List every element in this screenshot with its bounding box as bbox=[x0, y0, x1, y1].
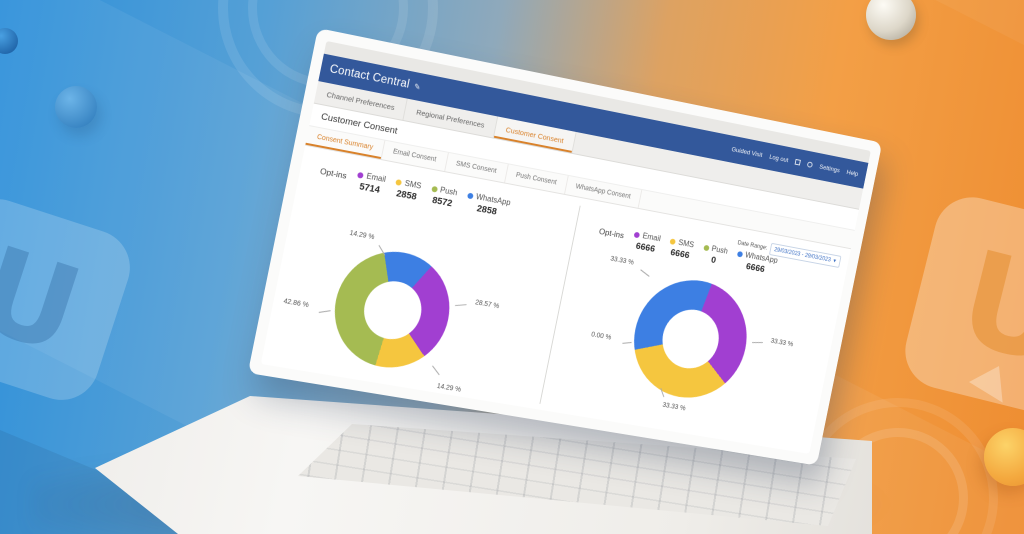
legend-title: Opt-ins bbox=[598, 226, 625, 241]
legend-item-email: Email 5714 bbox=[357, 171, 387, 196]
sms-dot-icon bbox=[395, 178, 403, 186]
menu-item-guided-visit[interactable]: Guided Visit bbox=[730, 145, 764, 159]
white-sphere bbox=[866, 0, 916, 40]
email-dot-icon bbox=[357, 171, 365, 179]
chevron-down-icon: ▾ bbox=[832, 258, 837, 265]
label-leader-line bbox=[432, 365, 440, 376]
push-dot-icon bbox=[431, 185, 438, 193]
label-leader-line bbox=[622, 342, 632, 344]
label-leader-line bbox=[752, 342, 763, 344]
percent-label-push: 42.86 % bbox=[282, 298, 310, 310]
donut-chart-overall: 14.29 % 28.57 % 14.29 % 42.86 % bbox=[283, 230, 500, 394]
legend-title: Opt-ins bbox=[319, 165, 348, 181]
whatsapp-dot-icon bbox=[467, 192, 474, 199]
blue-sphere bbox=[55, 86, 97, 128]
sms-dot-icon bbox=[669, 237, 677, 245]
legend-item-sms: SMS 6666 bbox=[669, 237, 695, 262]
orange-sphere bbox=[984, 428, 1024, 486]
percent-label-sms: 14.29 % bbox=[436, 383, 462, 394]
whatsapp-dot-icon bbox=[736, 250, 744, 258]
legend-item-sms: SMS 2858 bbox=[395, 178, 423, 203]
blue-sphere-small bbox=[0, 28, 18, 54]
legend-item-push: Push 0 bbox=[700, 243, 729, 268]
legend-item-push: Push 8572 bbox=[431, 185, 459, 210]
email-dot-icon bbox=[634, 231, 641, 238]
percent-label-whatsapp: 14.29 % bbox=[348, 229, 375, 242]
date-range-label: Date Range: bbox=[737, 239, 768, 252]
percent-label-email: 33.33 % bbox=[770, 337, 794, 349]
menu-item-settings[interactable]: Settings bbox=[818, 163, 841, 174]
donut-overall[interactable] bbox=[324, 242, 460, 376]
menu-item-log-out[interactable]: Log out bbox=[768, 153, 789, 164]
menu-item-help[interactable]: Help bbox=[845, 168, 859, 178]
edit-icon[interactable]: ✎ bbox=[413, 81, 422, 92]
donut-chart-date-range: 33.33 % 33.33 % 33.33 % 0.00 % bbox=[591, 256, 794, 413]
percent-label-sms: 33.33 % bbox=[661, 401, 687, 413]
percent-label-push: 0.00 % bbox=[590, 331, 612, 342]
donut-date-range[interactable] bbox=[623, 271, 758, 407]
legend-item-email: Email 6666 bbox=[634, 231, 662, 255]
label-leader-line bbox=[455, 304, 467, 307]
label-leader-line bbox=[318, 310, 331, 313]
percent-label-whatsapp: 33.33 % bbox=[609, 255, 635, 267]
percent-label-email: 28.57 % bbox=[474, 299, 500, 311]
profile-icon[interactable] bbox=[806, 161, 814, 168]
label-leader-line bbox=[640, 269, 650, 277]
push-dot-icon bbox=[703, 244, 710, 251]
apps-icon[interactable] bbox=[794, 158, 802, 166]
legend-item-whatsapp: WhatsApp 2858 bbox=[464, 191, 511, 220]
